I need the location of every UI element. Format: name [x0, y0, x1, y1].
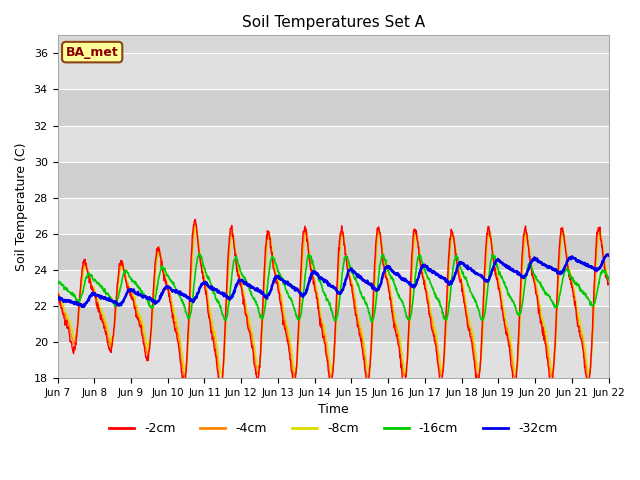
Text: BA_met: BA_met — [66, 46, 118, 59]
Bar — [58, 162, 609, 198]
Bar — [58, 306, 609, 342]
Title: Soil Temperatures Set A: Soil Temperatures Set A — [241, 15, 424, 30]
Bar — [58, 270, 609, 306]
Bar — [58, 53, 609, 89]
Y-axis label: Soil Temperature (C): Soil Temperature (C) — [15, 143, 28, 271]
X-axis label: Time: Time — [317, 403, 348, 417]
Bar — [58, 198, 609, 234]
Bar — [58, 342, 609, 378]
Bar — [58, 234, 609, 270]
Bar — [58, 126, 609, 162]
Bar — [58, 89, 609, 126]
Legend: -2cm, -4cm, -8cm, -16cm, -32cm: -2cm, -4cm, -8cm, -16cm, -32cm — [104, 418, 563, 441]
